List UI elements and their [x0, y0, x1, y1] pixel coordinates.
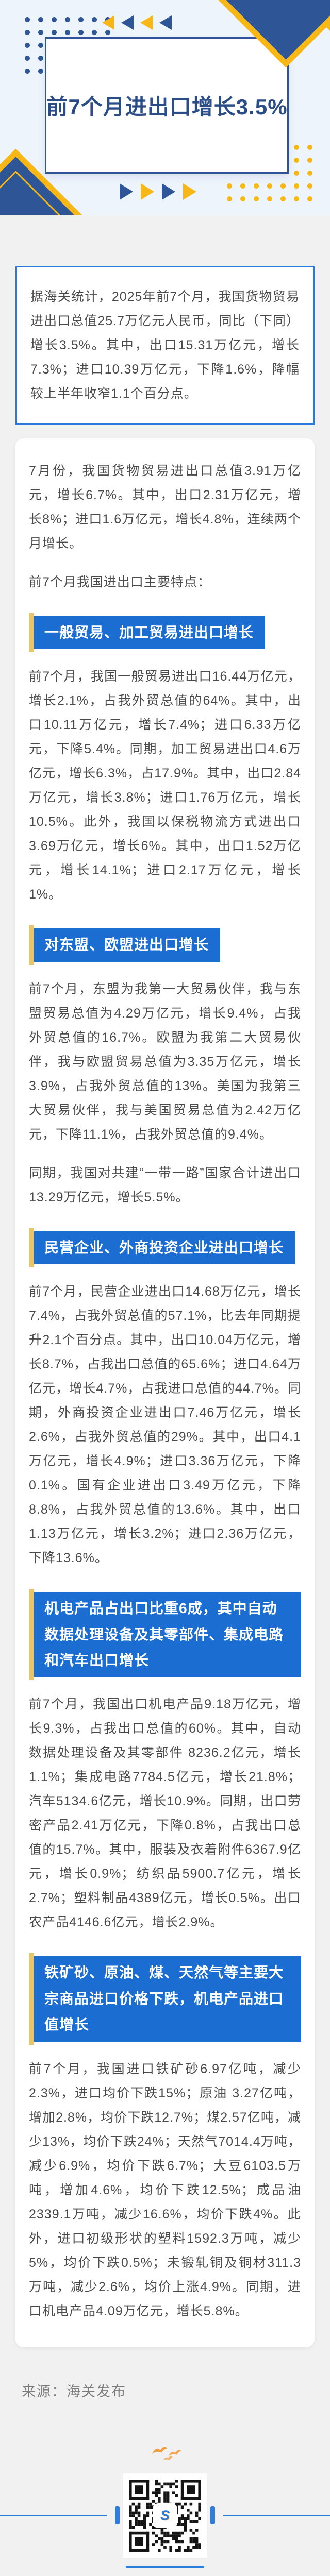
triangle-row-bottom: [120, 183, 196, 200]
section-paragraph: 前7个月，我国出口机电产品9.18万亿元，增长9.3%，占我出口总值的60%。其…: [29, 1697, 301, 1930]
birds-icon: [152, 2447, 182, 2460]
dots-pattern-top-left: [21, 13, 114, 39]
triangle-left-gold-icon: [140, 15, 153, 30]
triangle-right-gold-icon: [141, 183, 154, 200]
triangle-left-gold-icon: [102, 15, 114, 30]
divider-bar-left: [115, 2506, 120, 2524]
section-header-wrap: 民营企业、外商投资企业进出口增长: [28, 1228, 301, 1268]
banner-title-box: 前7个月进出口增长3.5%: [45, 37, 289, 174]
section-title-enterprises: 民营企业、外商投资企业进出口增长: [28, 1228, 295, 1268]
banner: 前7个月进出口增长3.5%: [0, 0, 330, 215]
article-body: 据海关统计，2025年前7个月，我国货物贸易进出口总值25.7万亿元人民币，同比…: [0, 266, 330, 2400]
section-title-mechanical-exports: 机电产品占出口比重6成，其中自动数据处理设备及其零部件、集成电路和汽车出口增长: [29, 1589, 301, 1681]
intro-highlight-box: 据海关统计，2025年前7个月，我国货物贸易进出口总值25.7万亿元人民币，同比…: [15, 266, 315, 425]
divider-bar-right: [210, 2506, 215, 2524]
section-paragraph: 同期，我国对共建“一带一路”国家合计进出口13.29万亿元，增长5.5%。: [29, 1165, 301, 1205]
article-title: 前7个月进出口增长3.5%: [46, 95, 288, 119]
triangle-right-gold-icon: [183, 183, 196, 200]
triangle-left-navy-icon: [121, 15, 134, 30]
section-title-partners: 对东盟、欧盟进出口增长: [28, 925, 221, 965]
lead-paragraph: 7月份，我国货物贸易进出口总值3.91万亿元，增长6.7%。其中，出口2.31万…: [29, 464, 301, 551]
section-paragraph: 前7个月，民营企业进出口14.68万亿元，增长7.4%，占我外贸总值的57.1%…: [29, 1284, 301, 1566]
features-intro: 前7个月我国进出口主要特点：: [29, 575, 211, 589]
divider-line-right: [223, 2514, 330, 2516]
footer: S 湖南财盛国际贸易有限公司 扫描二维码关注我们: [0, 2424, 330, 2576]
qr-underline: [126, 2566, 204, 2568]
triangle-left-navy-icon: [159, 15, 172, 30]
triangle-right-navy-icon: [120, 183, 133, 200]
source-line: 来源：海关发布: [22, 2383, 126, 2399]
section-title-trade-modes: 一般贸易、加工贸易进出口增长: [28, 613, 266, 653]
triangle-row-top: [102, 15, 172, 30]
qr-center-logo: S: [154, 2504, 176, 2527]
divider-line-left: [0, 2514, 107, 2516]
section-paragraph: 前7个月，东盟为我第一大贸易伙伴，我与东盟贸易总值为4.29万亿元，增长9.4%…: [29, 981, 301, 1142]
content-card: 7月份，我国货物贸易进出口总值3.91万亿元，增长6.7%。其中，出口2.31万…: [15, 438, 315, 2347]
triangle-right-navy-icon: [162, 183, 175, 200]
dots-pattern-bottom-right: [223, 180, 317, 206]
section-paragraph: 前7个月，我国一般贸易进出口16.44万亿元，增长2.1%，占我外贸总值的64%…: [29, 669, 301, 902]
section-header-wrap: 对东盟、欧盟进出口增长: [28, 925, 301, 965]
section-header-wrap: 机电产品占出口比重6成，其中自动数据处理设备及其零部件、集成电路和汽车出口增长: [29, 1589, 301, 1681]
section-title-commodity-imports: 铁矿砂、原油、煤、天然气等主要大宗商品进口价格下跌，机电产品进口值增长: [29, 1953, 301, 2045]
dots-pattern-bottom-right-tail: [290, 141, 317, 180]
section-paragraph: 前7个月，我国进口铁矿砂6.97亿吨，减少2.3%，进口均价下跌15%；原油 3…: [29, 2061, 301, 2318]
dots-pattern-top-left-tail: [21, 39, 47, 78]
intro-paragraph: 据海关统计，2025年前7个月，我国货物贸易进出口总值25.7万亿元人民币，同比…: [30, 290, 300, 401]
qr-code: S: [123, 2473, 207, 2558]
section-header-wrap: 铁矿砂、原油、煤、天然气等主要大宗商品进口价格下跌，机电产品进口值增长: [29, 1953, 301, 2045]
section-header-wrap: 一般贸易、加工贸易进出口增长: [28, 613, 301, 653]
